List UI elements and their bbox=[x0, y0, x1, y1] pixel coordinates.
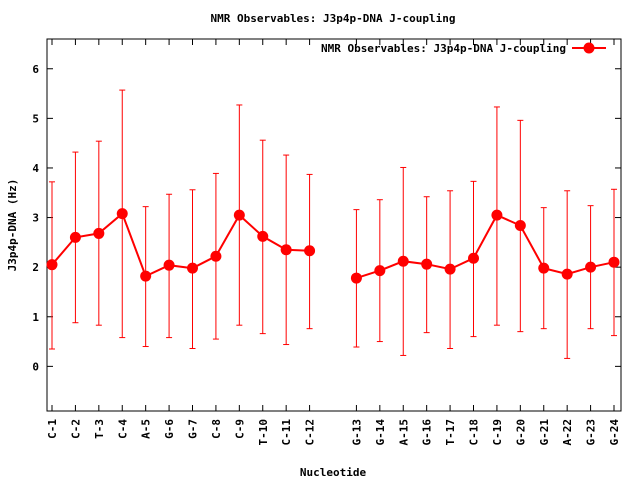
y-axis-label: J3p4p-DNA (Hz) bbox=[6, 179, 19, 272]
data-point bbox=[538, 262, 550, 274]
y-tick-label: 6 bbox=[32, 63, 39, 76]
x-tick-label: G-24 bbox=[608, 419, 621, 446]
x-tick-label: C-9 bbox=[233, 419, 246, 439]
x-tick-label: T-17 bbox=[444, 419, 457, 446]
x-tick-label: G-23 bbox=[585, 419, 598, 446]
data-point bbox=[140, 270, 152, 282]
legend-label: NMR Observables: J3p4p-DNA J-coupling bbox=[321, 42, 566, 55]
data-point bbox=[304, 245, 316, 257]
x-axis: C-1 C-2 T-3 C-4 A-5 G-6 G-7 C-8 C-9 T-10 C-11 C-12 G… bbox=[46, 39, 621, 446]
data-point bbox=[233, 209, 245, 221]
x-tick-label: C-4 bbox=[116, 419, 129, 439]
x-tick-label: C-1 bbox=[46, 419, 59, 439]
x-tick-label: T-3 bbox=[93, 419, 106, 439]
data-point bbox=[163, 259, 175, 271]
data-point bbox=[350, 272, 362, 284]
error-bars bbox=[49, 89, 617, 359]
data-point bbox=[187, 262, 198, 274]
x-tick-label: T-10 bbox=[257, 419, 270, 446]
x-tick-label: G-21 bbox=[538, 419, 551, 446]
legend: NMR Observables: J3p4p-DNA J-coupling bbox=[321, 42, 606, 55]
data-point bbox=[93, 227, 105, 239]
x-tick-label: G-7 bbox=[187, 419, 200, 439]
series-line bbox=[51, 211, 310, 278]
x-tick-label: C-8 bbox=[210, 419, 223, 439]
plot-frame bbox=[46, 38, 622, 412]
data-point bbox=[69, 231, 81, 243]
y-tick-label: 0 bbox=[32, 360, 39, 373]
y-tick-label: 1 bbox=[32, 311, 39, 324]
data-point bbox=[514, 219, 526, 231]
data-point bbox=[585, 261, 597, 273]
x-tick-label: C-11 bbox=[280, 419, 293, 446]
x-tick-label: A-15 bbox=[397, 419, 410, 446]
x-tick-label: C-18 bbox=[468, 419, 481, 446]
data-point bbox=[468, 252, 479, 264]
data-point bbox=[374, 265, 386, 277]
data-point bbox=[116, 208, 128, 220]
x-tick-label: C-12 bbox=[304, 419, 317, 446]
x-tick-label: C-2 bbox=[69, 419, 82, 439]
data-point bbox=[280, 244, 292, 256]
data-point bbox=[397, 255, 409, 267]
data-point bbox=[491, 209, 503, 221]
data-point bbox=[46, 259, 58, 271]
series-lines bbox=[51, 211, 615, 280]
data-point bbox=[608, 256, 620, 268]
data-points bbox=[46, 208, 620, 284]
chart-title: NMR Observables: J3p4p-DNA J-coupling bbox=[210, 12, 455, 25]
data-point bbox=[561, 268, 573, 280]
data-point bbox=[421, 258, 433, 270]
series-line bbox=[356, 213, 615, 280]
y-tick-label: 2 bbox=[32, 261, 39, 274]
x-tick-label: G-14 bbox=[374, 419, 387, 446]
x-axis-label: Nucleotide bbox=[300, 466, 367, 479]
y-tick-label: 3 bbox=[32, 212, 39, 225]
x-tick-label: G-13 bbox=[350, 419, 363, 446]
x-tick-label: C-19 bbox=[491, 419, 504, 446]
y-tick-label: 5 bbox=[32, 112, 39, 125]
data-point bbox=[257, 230, 269, 242]
data-point bbox=[210, 250, 222, 262]
x-tick-label: G-20 bbox=[514, 419, 527, 446]
y-tick-label: 4 bbox=[32, 162, 39, 175]
legend-marker bbox=[583, 42, 595, 54]
data-point bbox=[444, 263, 456, 275]
x-tick-label: A-22 bbox=[561, 419, 574, 446]
x-tick-label: A-5 bbox=[140, 419, 153, 439]
x-tick-label: G-16 bbox=[421, 419, 434, 446]
x-tick-label: G-6 bbox=[163, 419, 176, 439]
